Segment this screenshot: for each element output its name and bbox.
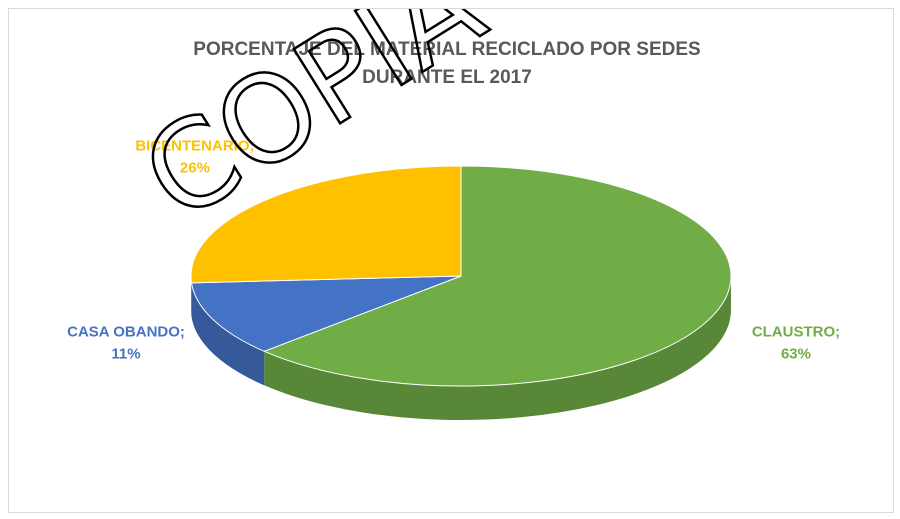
slice-side-claustro <box>264 276 731 420</box>
slice-side-bicentenario <box>191 276 192 317</box>
slice-side-casa-obando <box>191 282 265 386</box>
slice-bicentenario <box>190 165 462 284</box>
slice-claustro <box>262 165 732 387</box>
pie-slices <box>190 165 732 420</box>
chart-title-line-2: DURANTE EL 2017 <box>362 67 532 88</box>
slice-casa-obando <box>190 275 462 352</box>
pie-chart: PORCENTAJE DEL MATERIAL RECICLADO POR SE… <box>67 9 840 420</box>
chart-frame: PORCENTAJE DEL MATERIAL RECICLADO POR SE… <box>8 8 894 513</box>
data-label-casa-obando: CASA OBANDO; 11% <box>67 323 185 362</box>
data-label-claustro: CLAUSTRO; 63% <box>752 323 840 362</box>
chart-title-line-1: PORCENTAJE DEL MATERIAL RECICLADO POR SE… <box>193 39 700 60</box>
data-label-bicentenario: BICENTENARIO; 26% <box>135 137 254 176</box>
data-labels: CLAUSTRO; 63% CASA OBANDO; 11% BICENTENARIO;… <box>67 137 840 362</box>
